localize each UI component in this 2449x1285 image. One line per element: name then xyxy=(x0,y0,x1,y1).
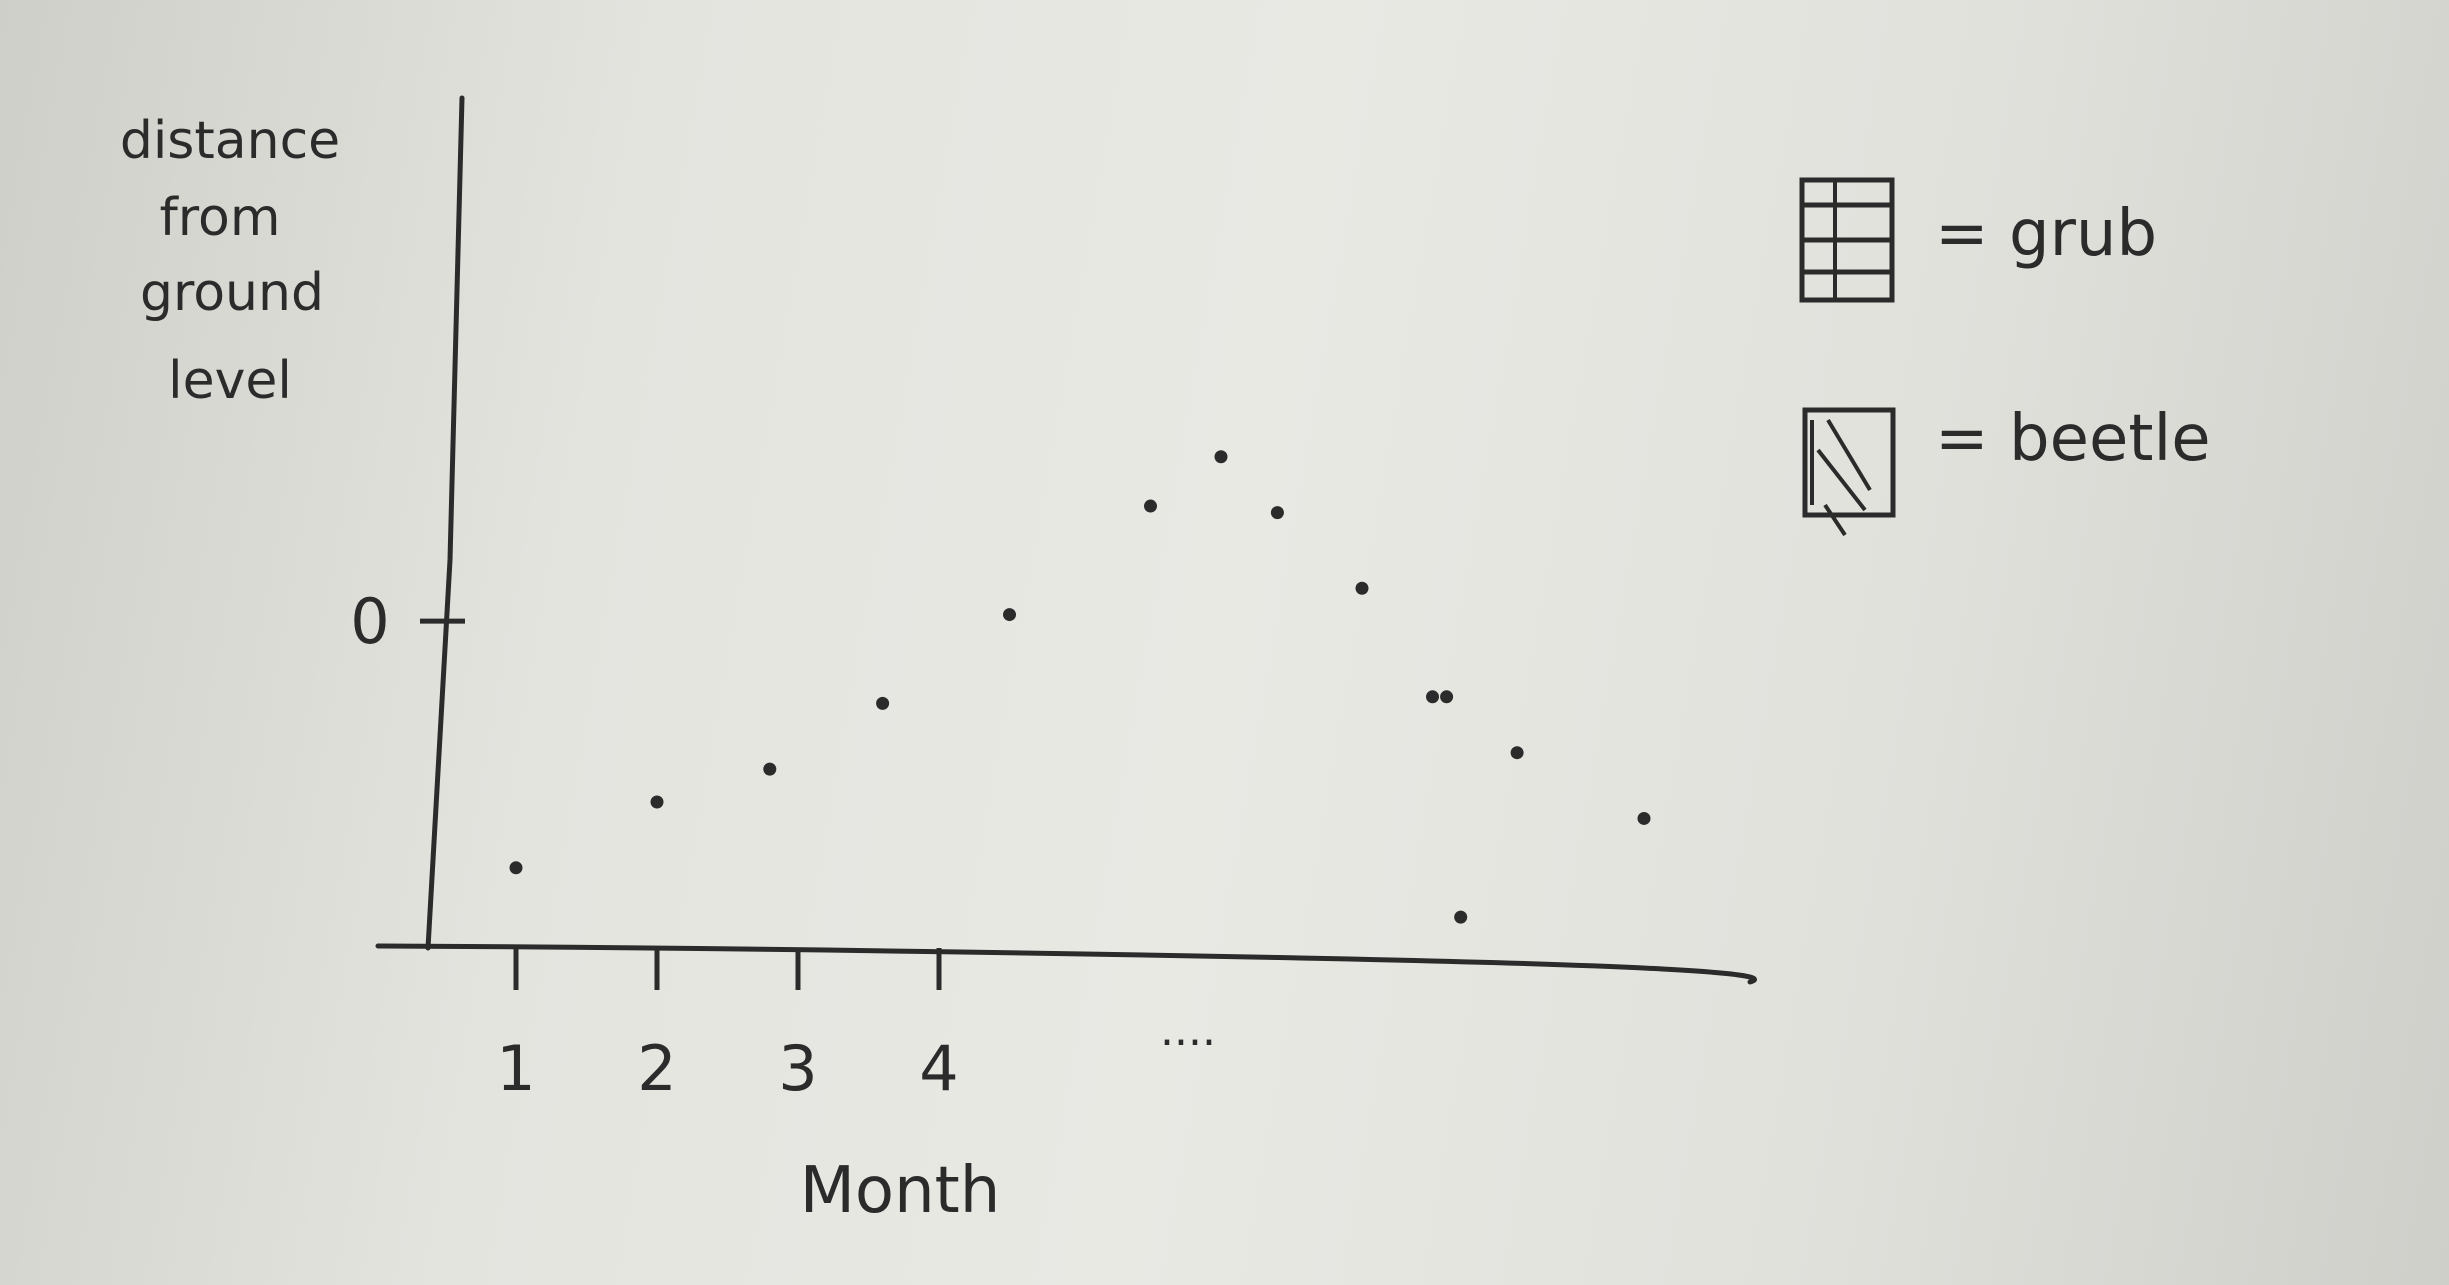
x-tick-label: 1 xyxy=(496,1032,535,1105)
data-point xyxy=(876,696,890,710)
y-ticks: 0 xyxy=(350,585,465,658)
beetle-legend-swatch xyxy=(1802,407,1896,537)
y-tick-label: 0 xyxy=(350,585,389,658)
data-point xyxy=(1270,506,1284,520)
y-axis-label-line: ground xyxy=(140,263,324,323)
y-axis-label: distance from ground level xyxy=(120,111,340,411)
x-axis-label: Month xyxy=(800,1154,1001,1228)
legend-label-beetle: = beetle xyxy=(1935,402,2211,476)
x-tick-label: 3 xyxy=(778,1032,817,1105)
grub-legend-swatch xyxy=(1799,177,1895,303)
data-point xyxy=(1003,608,1016,622)
data-point xyxy=(1426,690,1439,704)
data-point xyxy=(1355,581,1369,595)
x-tick-label: 2 xyxy=(637,1032,676,1105)
x-axis-line xyxy=(375,943,1758,985)
data-point xyxy=(1440,690,1454,704)
x-tick-label: 4 xyxy=(919,1032,958,1105)
data-point xyxy=(650,795,664,809)
y-axis-label-line: from xyxy=(159,188,280,248)
data-point xyxy=(1454,910,1468,924)
data-point xyxy=(1510,746,1524,760)
y-axis-line xyxy=(425,95,465,951)
legend-label-grub: = grub xyxy=(1935,197,2157,271)
data-point xyxy=(763,762,777,776)
data-points xyxy=(509,450,1651,924)
data-point xyxy=(509,861,523,875)
data-point xyxy=(1637,811,1651,825)
data-point xyxy=(1144,499,1157,513)
x-ticks: 1 2 3 4 xyxy=(496,948,959,1105)
y-axis-label-line: distance xyxy=(120,111,340,171)
x-axis-ellipsis: .... xyxy=(1160,1005,1216,1056)
data-point xyxy=(1214,450,1228,464)
legend: = grub = beetle xyxy=(1799,177,2211,537)
y-axis-label-line: level xyxy=(168,351,292,411)
